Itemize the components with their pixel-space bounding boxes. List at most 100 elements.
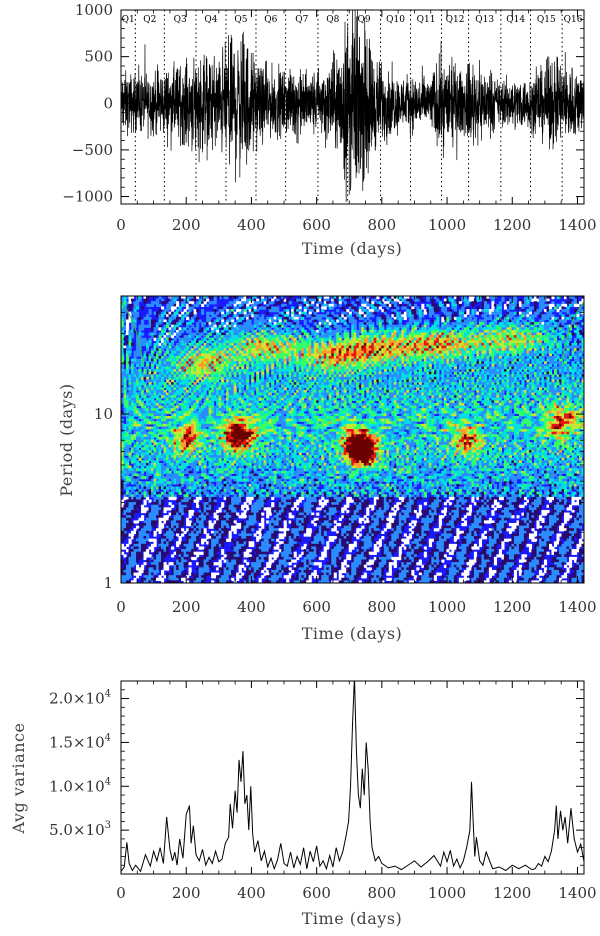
heatmap-cell [226, 311, 230, 315]
heatmap-cell [181, 303, 185, 308]
heatmap-cell [298, 301, 302, 305]
heatmap-cell [271, 309, 275, 313]
heatmap-cell [528, 311, 533, 315]
heatmap-cell [506, 314, 510, 318]
heatmap-cell [386, 301, 390, 305]
heatmap-cell [518, 311, 523, 315]
heatmap-cell [548, 314, 553, 318]
heatmap-cell [238, 309, 242, 313]
heatmap-cell [358, 309, 362, 313]
heatmap-cell [208, 316, 212, 321]
quarter-label: Q7 [295, 15, 308, 25]
heatmap-cell [246, 314, 250, 318]
heatmap-cell [411, 311, 415, 315]
heatmap-cell [233, 303, 237, 308]
heatmap-cell [508, 314, 513, 318]
heatmap-cell [503, 303, 508, 308]
x-tick-label: 400 [237, 216, 266, 234]
heatmap-cell [543, 298, 548, 302]
heatmap-cell [268, 306, 272, 310]
heatmap-cell [473, 316, 477, 321]
heatmap-cell [286, 298, 290, 302]
heatmap-cell [551, 301, 555, 305]
heatmap-cell [563, 316, 568, 321]
heatmap-cell [173, 298, 177, 302]
heatmap-cell [551, 309, 555, 313]
heatmap-cell [218, 314, 222, 318]
heatmap-cell [328, 303, 332, 308]
heatmap-cell [128, 316, 132, 321]
heatmap-cell [251, 309, 255, 313]
heatmap-cell [121, 311, 125, 315]
heatmap-cell [406, 301, 410, 305]
heatmap-cell [543, 296, 548, 300]
heatmap-cell [318, 298, 322, 302]
heatmap-cell [278, 316, 282, 321]
heatmap-cell [311, 306, 315, 310]
heatmap-cell [508, 298, 513, 302]
heatmap-cell [223, 314, 227, 318]
heatmap-cell [486, 298, 490, 302]
heatmap-cell [333, 298, 337, 302]
heatmap-cell [483, 316, 487, 321]
heatmap-cell [418, 316, 422, 321]
heatmap-cell [411, 309, 415, 313]
heatmap-cell [308, 303, 312, 308]
heatmap-cell [368, 303, 372, 308]
heatmap-cell [531, 306, 535, 310]
heatmap-cell [163, 301, 167, 305]
heatmap-cell [568, 301, 573, 305]
heatmap-cell [148, 303, 152, 308]
heatmap-cell [463, 296, 467, 300]
heatmap-cell [571, 296, 575, 300]
heatmap-cell [206, 298, 210, 302]
heatmap-cell [528, 309, 533, 313]
heatmap-cell [536, 296, 540, 300]
heatmap-cell [233, 306, 237, 310]
heatmap-cell [411, 306, 415, 310]
heatmap-cell [546, 314, 550, 318]
heatmap-cell [181, 311, 185, 315]
heatmap-cell [388, 303, 392, 308]
heatmap-cell [311, 314, 315, 318]
heatmap-cell [151, 303, 155, 308]
heatmap-cell [266, 316, 270, 321]
heatmap-cell [351, 316, 355, 321]
heatmap-cell [443, 311, 447, 315]
heatmap-cell [413, 311, 417, 315]
heatmap-cell [368, 309, 372, 313]
y-tick-label: 500 [84, 48, 113, 66]
heatmap-cell [456, 298, 460, 302]
heatmap-cell [346, 298, 350, 302]
heatmap-cell [298, 311, 302, 315]
heatmap-cell [448, 296, 452, 300]
heatmap-cell [341, 311, 345, 315]
heatmap-cell [301, 311, 305, 315]
heatmap-cell [533, 314, 538, 318]
heatmap-cell [508, 303, 513, 308]
heatmap-cell [196, 316, 200, 321]
heatmap-cell [228, 314, 232, 318]
heatmap-cell [331, 301, 335, 305]
heatmap-cell [363, 309, 367, 313]
heatmap-cell [361, 316, 365, 321]
heatmap-cell [491, 309, 495, 313]
heatmap-cell [346, 303, 350, 308]
heatmap-cell [293, 309, 297, 313]
heatmap-cell [461, 306, 465, 310]
heatmap-cell [566, 316, 570, 321]
heatmap-cell [341, 296, 345, 300]
heatmap-cell [271, 306, 275, 310]
heatmap-cell [166, 316, 170, 321]
x-tick-label: 200 [172, 216, 201, 234]
heatmap-cell [548, 311, 553, 315]
heatmap-cell [261, 306, 265, 310]
heatmap-cell [121, 303, 125, 308]
heatmap-cell [413, 316, 417, 321]
heatmap-cell [471, 301, 475, 305]
heatmap-cell [526, 311, 530, 315]
x-tick-label: 0 [116, 216, 126, 234]
heatmap-cell [501, 298, 505, 302]
heatmap-cell [143, 316, 147, 321]
plot-frame-top [120, 9, 585, 205]
